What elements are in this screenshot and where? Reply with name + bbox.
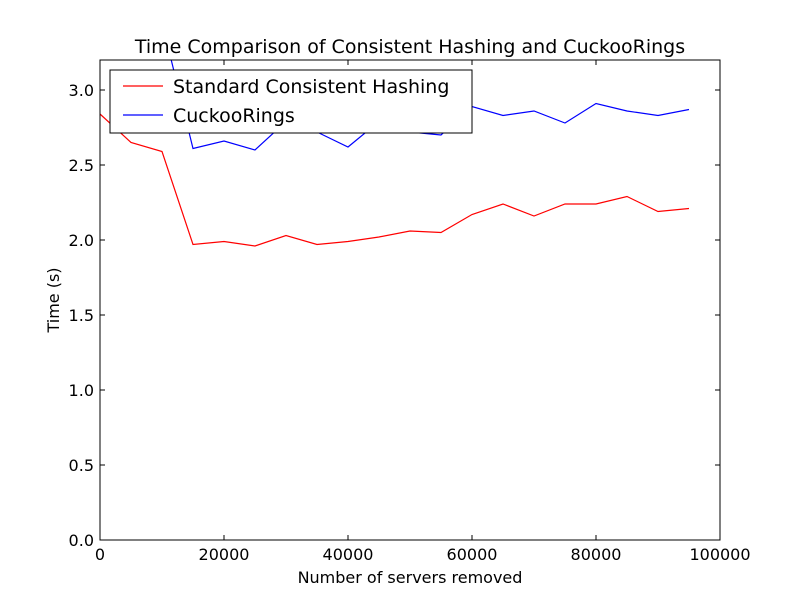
- legend-label-0: Standard Consistent Hashing: [173, 76, 449, 98]
- legend: Standard Consistent Hashing CuckooRings: [109, 69, 473, 134]
- x-tick-label: 60000: [447, 545, 498, 564]
- y-tick-label: 1.5: [69, 306, 94, 325]
- y-axis-label: Time (s): [44, 267, 63, 333]
- y-tick-label: 3.0: [69, 81, 94, 100]
- x-tick-label: 80000: [571, 545, 622, 564]
- ticks-layer: 0 20000 40000 60000 80000 100000 0.0 0.5 1.0 1.5 2…: [69, 60, 751, 564]
- plot-frame: [99, 59, 721, 541]
- x-tick-label: 100000: [689, 545, 750, 564]
- x-tick-label: 40000: [323, 545, 374, 564]
- legend-box: [109, 69, 473, 134]
- x-tick-label: 0: [95, 545, 105, 564]
- legend-label-1: CuckooRings: [173, 105, 295, 127]
- x-tick-label: 20000: [199, 545, 250, 564]
- y-tick-label: 1.0: [69, 381, 94, 400]
- x-axis-label: Number of servers removed: [298, 568, 523, 587]
- y-tick-label: 2.0: [69, 231, 94, 250]
- series-line-0: [100, 113, 690, 247]
- y-tick-label: 0.0: [69, 531, 94, 550]
- y-tick-label: 0.5: [69, 456, 94, 475]
- chart-title: Time Comparison of Consistent Hashing an…: [134, 36, 685, 58]
- y-tick-label: 2.5: [69, 156, 94, 175]
